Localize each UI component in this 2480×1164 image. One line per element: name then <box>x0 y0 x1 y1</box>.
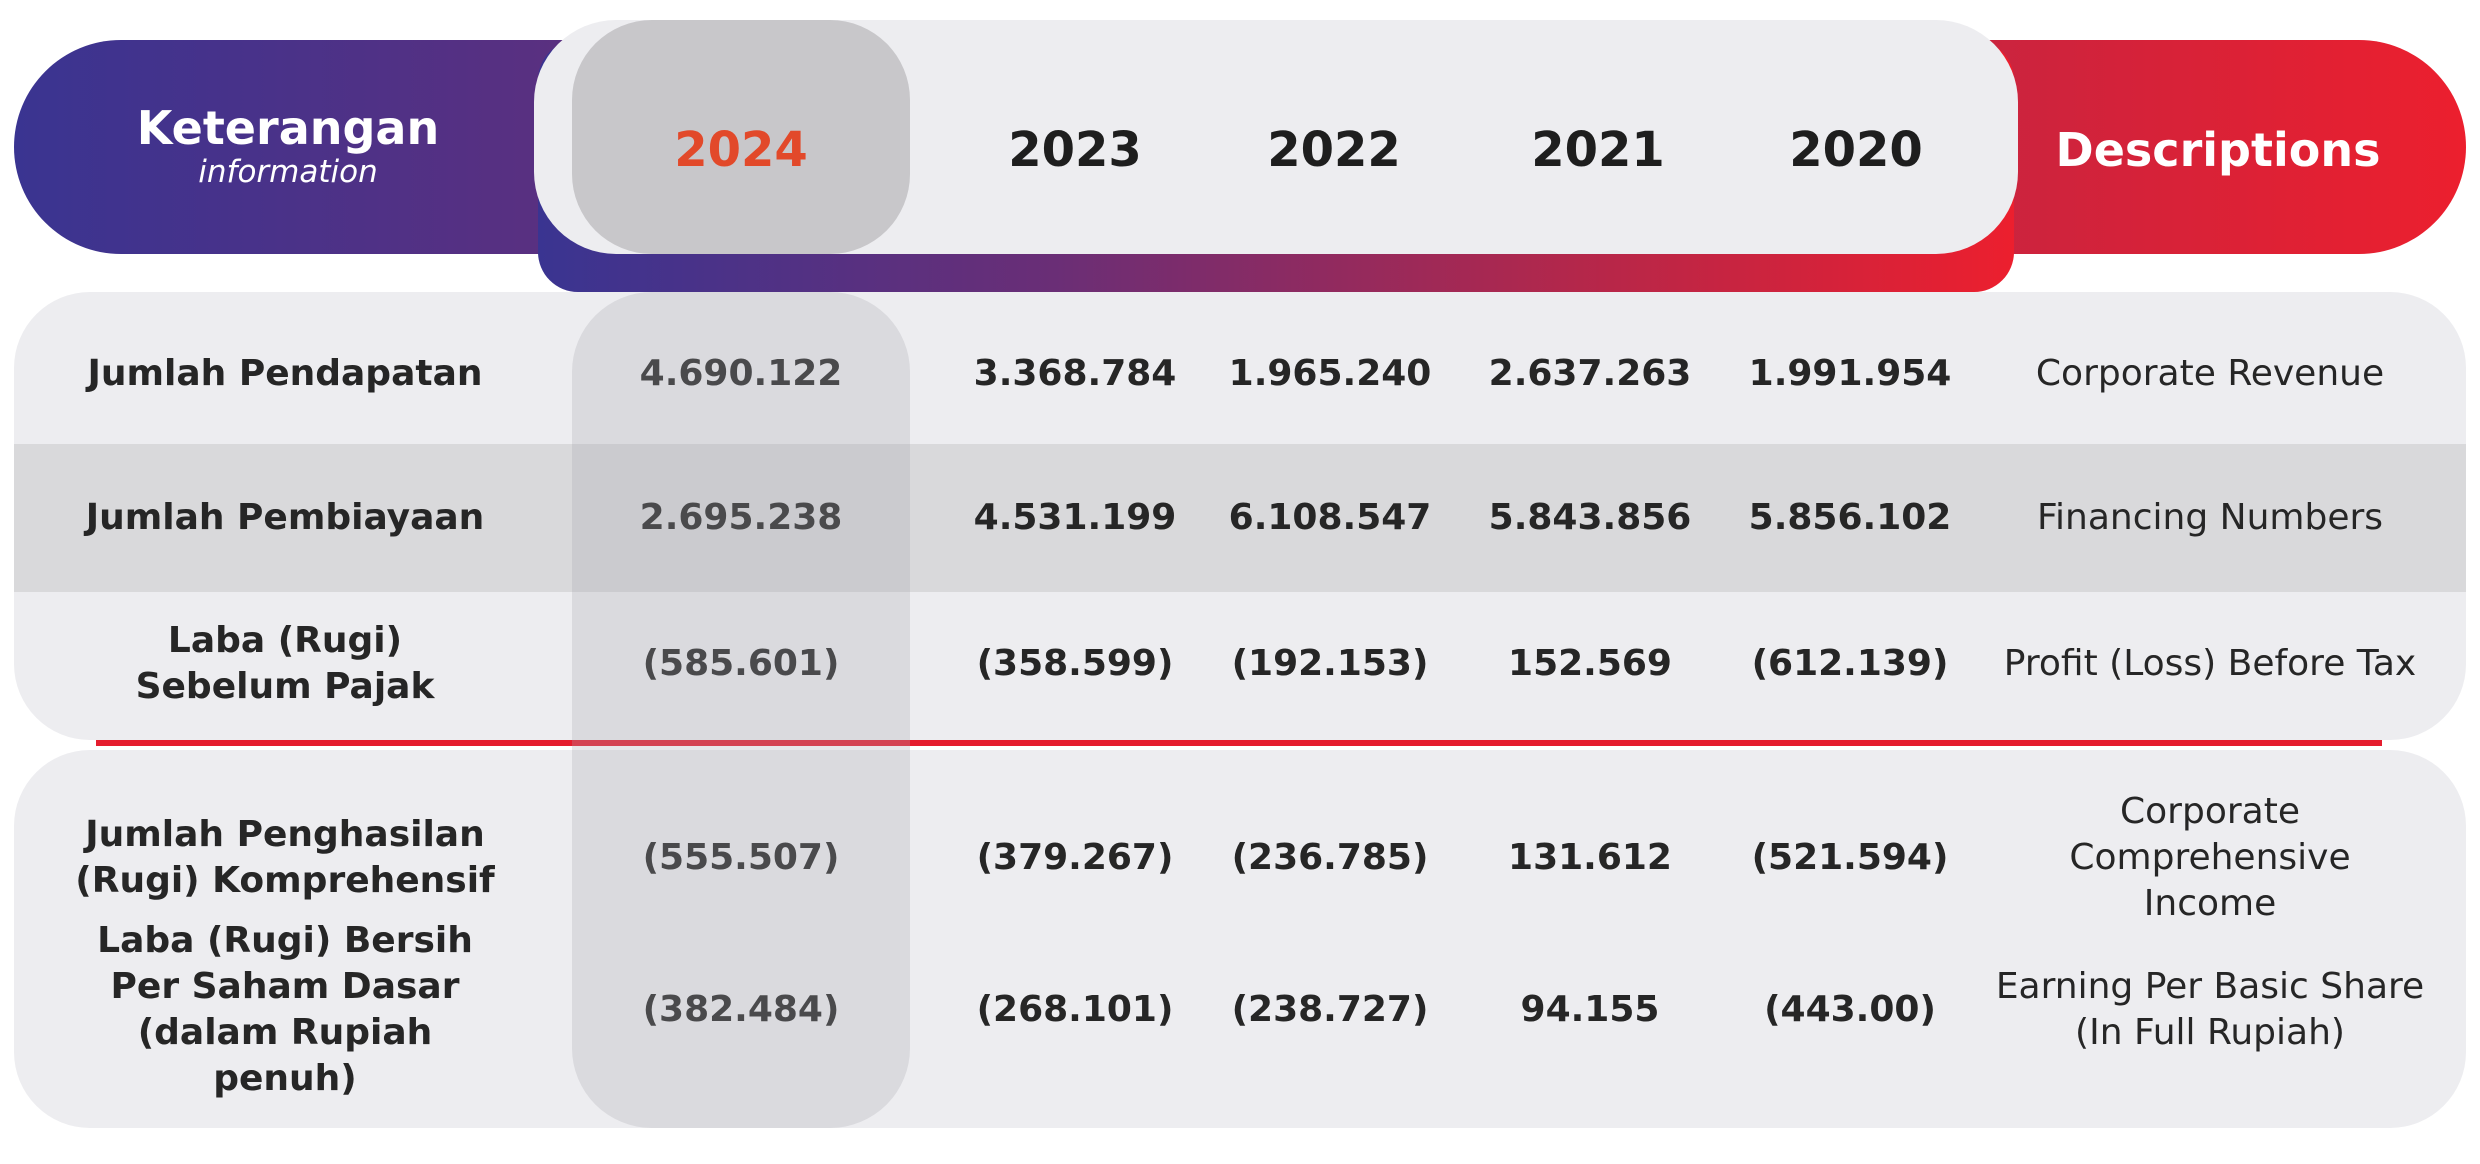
value-2022: 1.965.240 <box>1228 353 1432 394</box>
value-2023: (268.101) <box>976 989 1174 1030</box>
value-2023: 4.531.199 <box>973 497 1177 538</box>
row-label-jumlah-pembiayaan: Jumlah Pembiayaan <box>85 497 485 538</box>
header-information: information <box>198 154 378 190</box>
value-2021: 5.843.856 <box>1488 497 1692 538</box>
highlight-year-column <box>572 292 910 1128</box>
value-2023: 3.368.784 <box>973 353 1177 394</box>
row-desc-comprehensive-income: Corporate Comprehensive Income <box>2069 791 2351 924</box>
value-2020: (521.594) <box>1751 837 1949 878</box>
table-row-band <box>14 444 2466 592</box>
row-label-laba-sebelum-pajak: Laba (Rugi) Sebelum Pajak <box>135 620 435 707</box>
value-2022: (236.785) <box>1231 837 1429 878</box>
header-keterangan: Keterangan <box>136 101 440 155</box>
table-card-upper <box>14 292 2466 740</box>
value-2021: 152.569 <box>1508 643 1672 684</box>
value-2020: (443.00) <box>1764 989 1936 1030</box>
year-2020-header: 2020 <box>1789 122 1923 178</box>
value-2024: 2.695.238 <box>639 497 843 538</box>
highlight-year-header <box>572 20 910 254</box>
year-2024-header: 2024 <box>674 122 808 178</box>
value-2024: (585.601) <box>642 643 840 684</box>
value-2022: 6.108.547 <box>1228 497 1432 538</box>
value-2020: (612.139) <box>1751 643 1949 684</box>
value-2024: 4.690.122 <box>639 353 843 394</box>
year-2021-header: 2021 <box>1531 122 1665 178</box>
row-label-penghasilan-komprehensif: Jumlah Penghasilan (Rugi) Komprehensif <box>75 814 495 901</box>
value-2022: (192.153) <box>1231 643 1429 684</box>
row-desc-earning-per-share: Earning Per Basic Share (In Full Rupiah) <box>1995 966 2425 1053</box>
value-2020: 1.991.954 <box>1748 353 1952 394</box>
value-2021: 2.637.263 <box>1488 353 1692 394</box>
row-label-laba-per-saham: Laba (Rugi) Bersih Per Saham Dasar (dala… <box>97 920 473 1099</box>
value-2021: 131.612 <box>1508 837 1672 878</box>
row-desc-financing-numbers: Financing Numbers <box>2036 497 2384 538</box>
row-label-jumlah-pendapatan: Jumlah Pendapatan <box>87 353 483 394</box>
year-2022-header: 2022 <box>1267 122 1401 178</box>
row-desc-profit-before-tax: Profit (Loss) Before Tax <box>2003 643 2417 684</box>
value-2024: (555.507) <box>642 837 840 878</box>
value-2024: (382.484) <box>642 989 840 1030</box>
row-desc-corporate-revenue: Corporate Revenue <box>2035 353 2385 394</box>
table-card-lower <box>14 750 2466 1128</box>
value-2021: 94.155 <box>1520 989 1660 1030</box>
value-2023: (358.599) <box>976 643 1174 684</box>
red-divider <box>96 740 2382 746</box>
value-2020: 5.856.102 <box>1748 497 1952 538</box>
value-2022: (238.727) <box>1231 989 1429 1030</box>
year-2023-header: 2023 <box>1008 122 1142 178</box>
value-2023: (379.267) <box>976 837 1174 878</box>
header-descriptions: Descriptions <box>2055 123 2381 177</box>
